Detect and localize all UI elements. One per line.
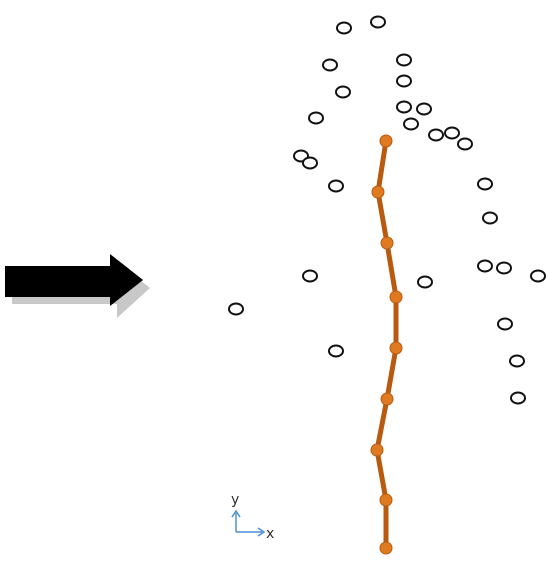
scatter-point (417, 275, 433, 289)
scatter-points (228, 15, 546, 405)
scatter-point (396, 74, 412, 88)
path-node (389, 341, 403, 355)
path-node (379, 493, 393, 507)
x-axis-arrowhead (257, 527, 266, 537)
path-node (380, 392, 394, 406)
path-node (370, 443, 384, 457)
scatter-point (496, 261, 512, 275)
scatter-point (308, 111, 324, 125)
path-node (380, 236, 394, 250)
path-node (371, 185, 385, 199)
scatter-point (302, 156, 318, 170)
scatter-point (328, 344, 344, 358)
scatter-point (396, 100, 412, 114)
scatter-point (336, 21, 352, 35)
path-nodes (370, 134, 403, 555)
scatter-point (396, 53, 412, 67)
scatter-point (228, 302, 244, 316)
y-axis-arrowhead (231, 509, 241, 518)
scatter-point (457, 137, 473, 151)
scatter-point (416, 102, 432, 116)
right-arrow-icon (5, 254, 150, 318)
scatter-point (497, 317, 513, 331)
x-axis-label: x (266, 526, 274, 542)
scatter-point (335, 85, 351, 99)
y-axis-label: y (231, 492, 239, 508)
path-node (379, 541, 393, 555)
scatter-point (328, 179, 344, 193)
path-node (389, 290, 403, 304)
scatter-point (428, 128, 444, 142)
scatter-point (530, 269, 546, 283)
path-node (379, 134, 393, 148)
orange-path (370, 134, 403, 555)
scatter-point (477, 259, 493, 273)
scatter-point (482, 211, 498, 225)
scatter-point (477, 177, 493, 191)
scatter-point (322, 58, 338, 72)
arrow-body (5, 254, 143, 306)
scatter-point (403, 117, 419, 131)
scatter-point (302, 269, 318, 283)
scatter-point (510, 391, 526, 405)
scatter-point (509, 354, 525, 368)
xy-axes-icon: y x (231, 492, 274, 542)
scatter-point (370, 15, 386, 29)
scatter-point (444, 126, 460, 140)
